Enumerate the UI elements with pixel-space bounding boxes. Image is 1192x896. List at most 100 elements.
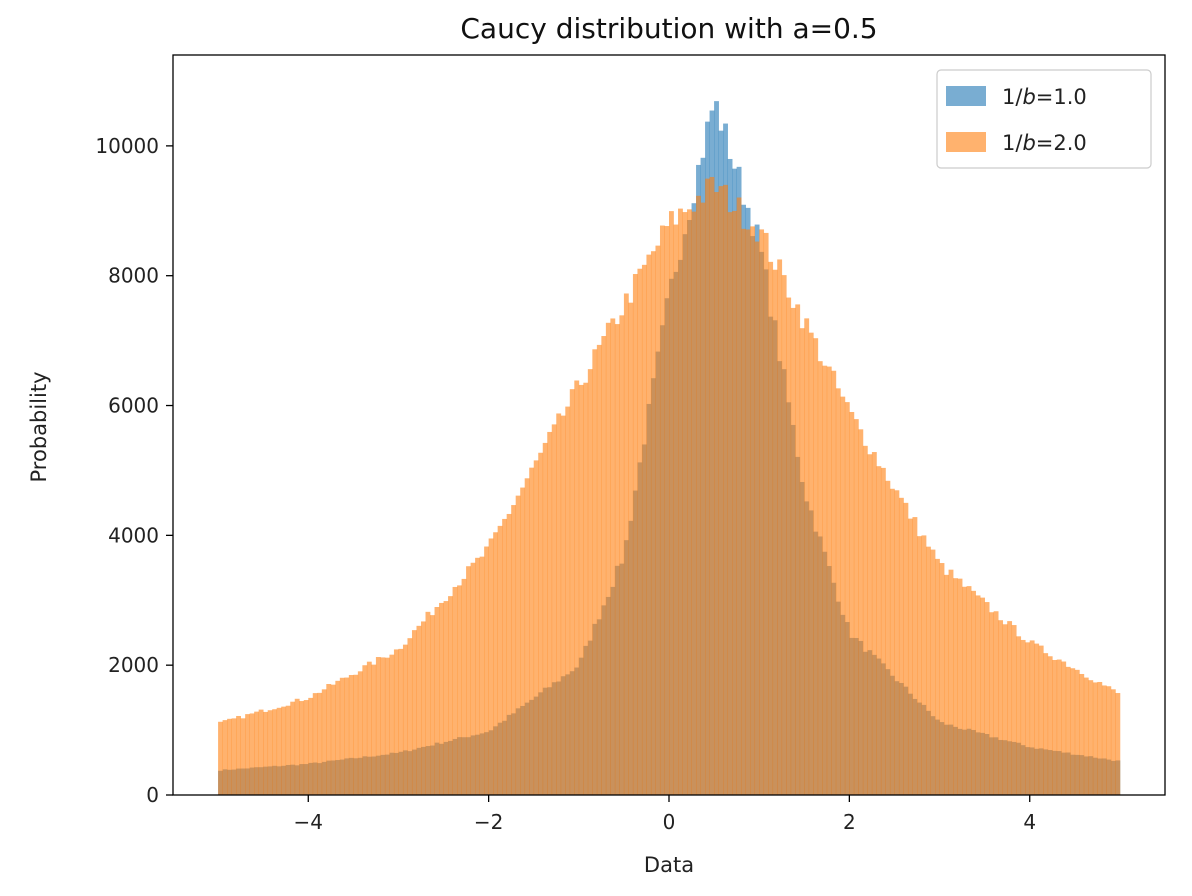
histogram-bar xyxy=(971,590,976,795)
legend-swatch-series-1 xyxy=(946,86,986,106)
histogram-bar xyxy=(921,535,927,795)
histogram-bar xyxy=(1083,677,1089,795)
histogram-bar xyxy=(448,596,453,795)
histogram-bar xyxy=(709,176,715,796)
histogram-bar xyxy=(430,615,435,795)
histogram-bar xyxy=(565,406,571,795)
x-tick-label: 2 xyxy=(843,810,856,834)
histogram-bar xyxy=(407,638,413,795)
histogram-bar xyxy=(984,602,990,795)
histogram-bar xyxy=(497,525,503,795)
histogram-bar xyxy=(357,671,363,795)
histogram-bar xyxy=(966,586,972,795)
histogram-bar xyxy=(930,549,936,795)
histogram-bar xyxy=(461,578,467,795)
histogram-bar xyxy=(254,711,260,795)
histogram-bar xyxy=(953,578,958,795)
histogram-bar xyxy=(650,251,656,795)
histogram-bar xyxy=(880,467,886,795)
histogram-bar xyxy=(1101,685,1107,795)
histogram-bar xyxy=(826,366,832,795)
x-tick-label: −2 xyxy=(474,810,503,834)
histogram-bar xyxy=(754,241,760,796)
histogram-bar xyxy=(876,466,882,795)
histogram-bar xyxy=(506,513,512,795)
histogram-bar xyxy=(917,536,922,795)
histogram-bar xyxy=(637,268,643,796)
histogram-bar xyxy=(813,338,819,795)
histogram-bar xyxy=(804,318,810,795)
histogram-bar xyxy=(822,365,828,795)
y-tick-label: 10000 xyxy=(95,134,159,158)
histogram-bar xyxy=(393,649,399,795)
histogram-bar xyxy=(439,602,444,795)
histogram-bar xyxy=(1007,621,1013,795)
histogram-bar xyxy=(1025,642,1031,795)
histogram-bar xyxy=(980,597,985,795)
histogram-bar xyxy=(998,620,1004,795)
histogram-bar xyxy=(786,297,792,795)
legend: 1/b=1.0 1/b=2.0 xyxy=(936,69,1152,169)
histogram-bar xyxy=(641,264,647,796)
histogram-bar xyxy=(1065,666,1071,795)
histogram-bar xyxy=(551,424,557,795)
histogram-bar xyxy=(632,274,638,795)
histogram-bar xyxy=(362,665,368,795)
histogram-bar xyxy=(727,212,733,795)
histogram-bar xyxy=(926,546,931,795)
histogram-bar xyxy=(587,369,593,795)
histogram-bar xyxy=(272,709,278,795)
chart-title: Caucy distribution with a=0.5 xyxy=(460,12,877,45)
histogram-bar xyxy=(592,349,598,795)
histogram-bar xyxy=(317,692,323,795)
histogram-bar xyxy=(858,429,864,795)
histogram-bar xyxy=(330,684,336,795)
histogram-bar xyxy=(452,586,458,795)
histogram-bar xyxy=(353,674,359,795)
legend-box xyxy=(936,69,1152,169)
histogram-bar xyxy=(294,698,300,795)
histogram-bar xyxy=(389,654,395,795)
histogram-bar xyxy=(380,657,386,795)
histogram-bar xyxy=(524,478,530,795)
histogram-bar xyxy=(957,578,963,795)
histogram-bar xyxy=(466,566,471,795)
histogram-bar xyxy=(659,225,665,796)
histogram-bar xyxy=(299,701,305,795)
histogram-bar xyxy=(511,505,517,795)
histogram-bar xyxy=(470,562,476,795)
histogram-bar xyxy=(1038,645,1044,795)
histogram-bar xyxy=(574,380,580,795)
histogram-bar xyxy=(218,721,223,795)
histogram-bar xyxy=(777,259,783,795)
histogram-bar xyxy=(231,718,237,795)
histogram-bar xyxy=(691,211,697,796)
histogram-bar xyxy=(673,224,679,796)
histogram-bar xyxy=(263,711,269,795)
histogram-bar xyxy=(808,332,814,795)
histogram-bar xyxy=(894,490,900,795)
histogram-bar xyxy=(366,661,372,795)
histogram-bar xyxy=(1110,689,1116,795)
y-tick-label: 8000 xyxy=(108,264,159,288)
histogram-bar xyxy=(844,402,850,795)
y-tick-label: 4000 xyxy=(108,523,159,547)
histogram-bar xyxy=(1020,639,1026,795)
histogram-bar xyxy=(371,664,377,795)
x-tick-label: 4 xyxy=(1023,810,1036,834)
histogram-bar xyxy=(425,611,431,795)
histogram-bar xyxy=(258,709,264,795)
histogram-bar xyxy=(696,195,701,796)
histogram-bar xyxy=(1052,659,1058,795)
histogram-bar xyxy=(1061,661,1067,795)
histogram-bar xyxy=(240,718,246,795)
histogram-bar xyxy=(889,488,895,795)
histogram-bar xyxy=(479,556,485,795)
histogram-bar xyxy=(384,657,390,795)
histogram-bar xyxy=(772,269,778,795)
histogram-bar xyxy=(849,411,855,795)
histogram-bar xyxy=(276,707,282,795)
histogram-bar xyxy=(700,202,706,795)
